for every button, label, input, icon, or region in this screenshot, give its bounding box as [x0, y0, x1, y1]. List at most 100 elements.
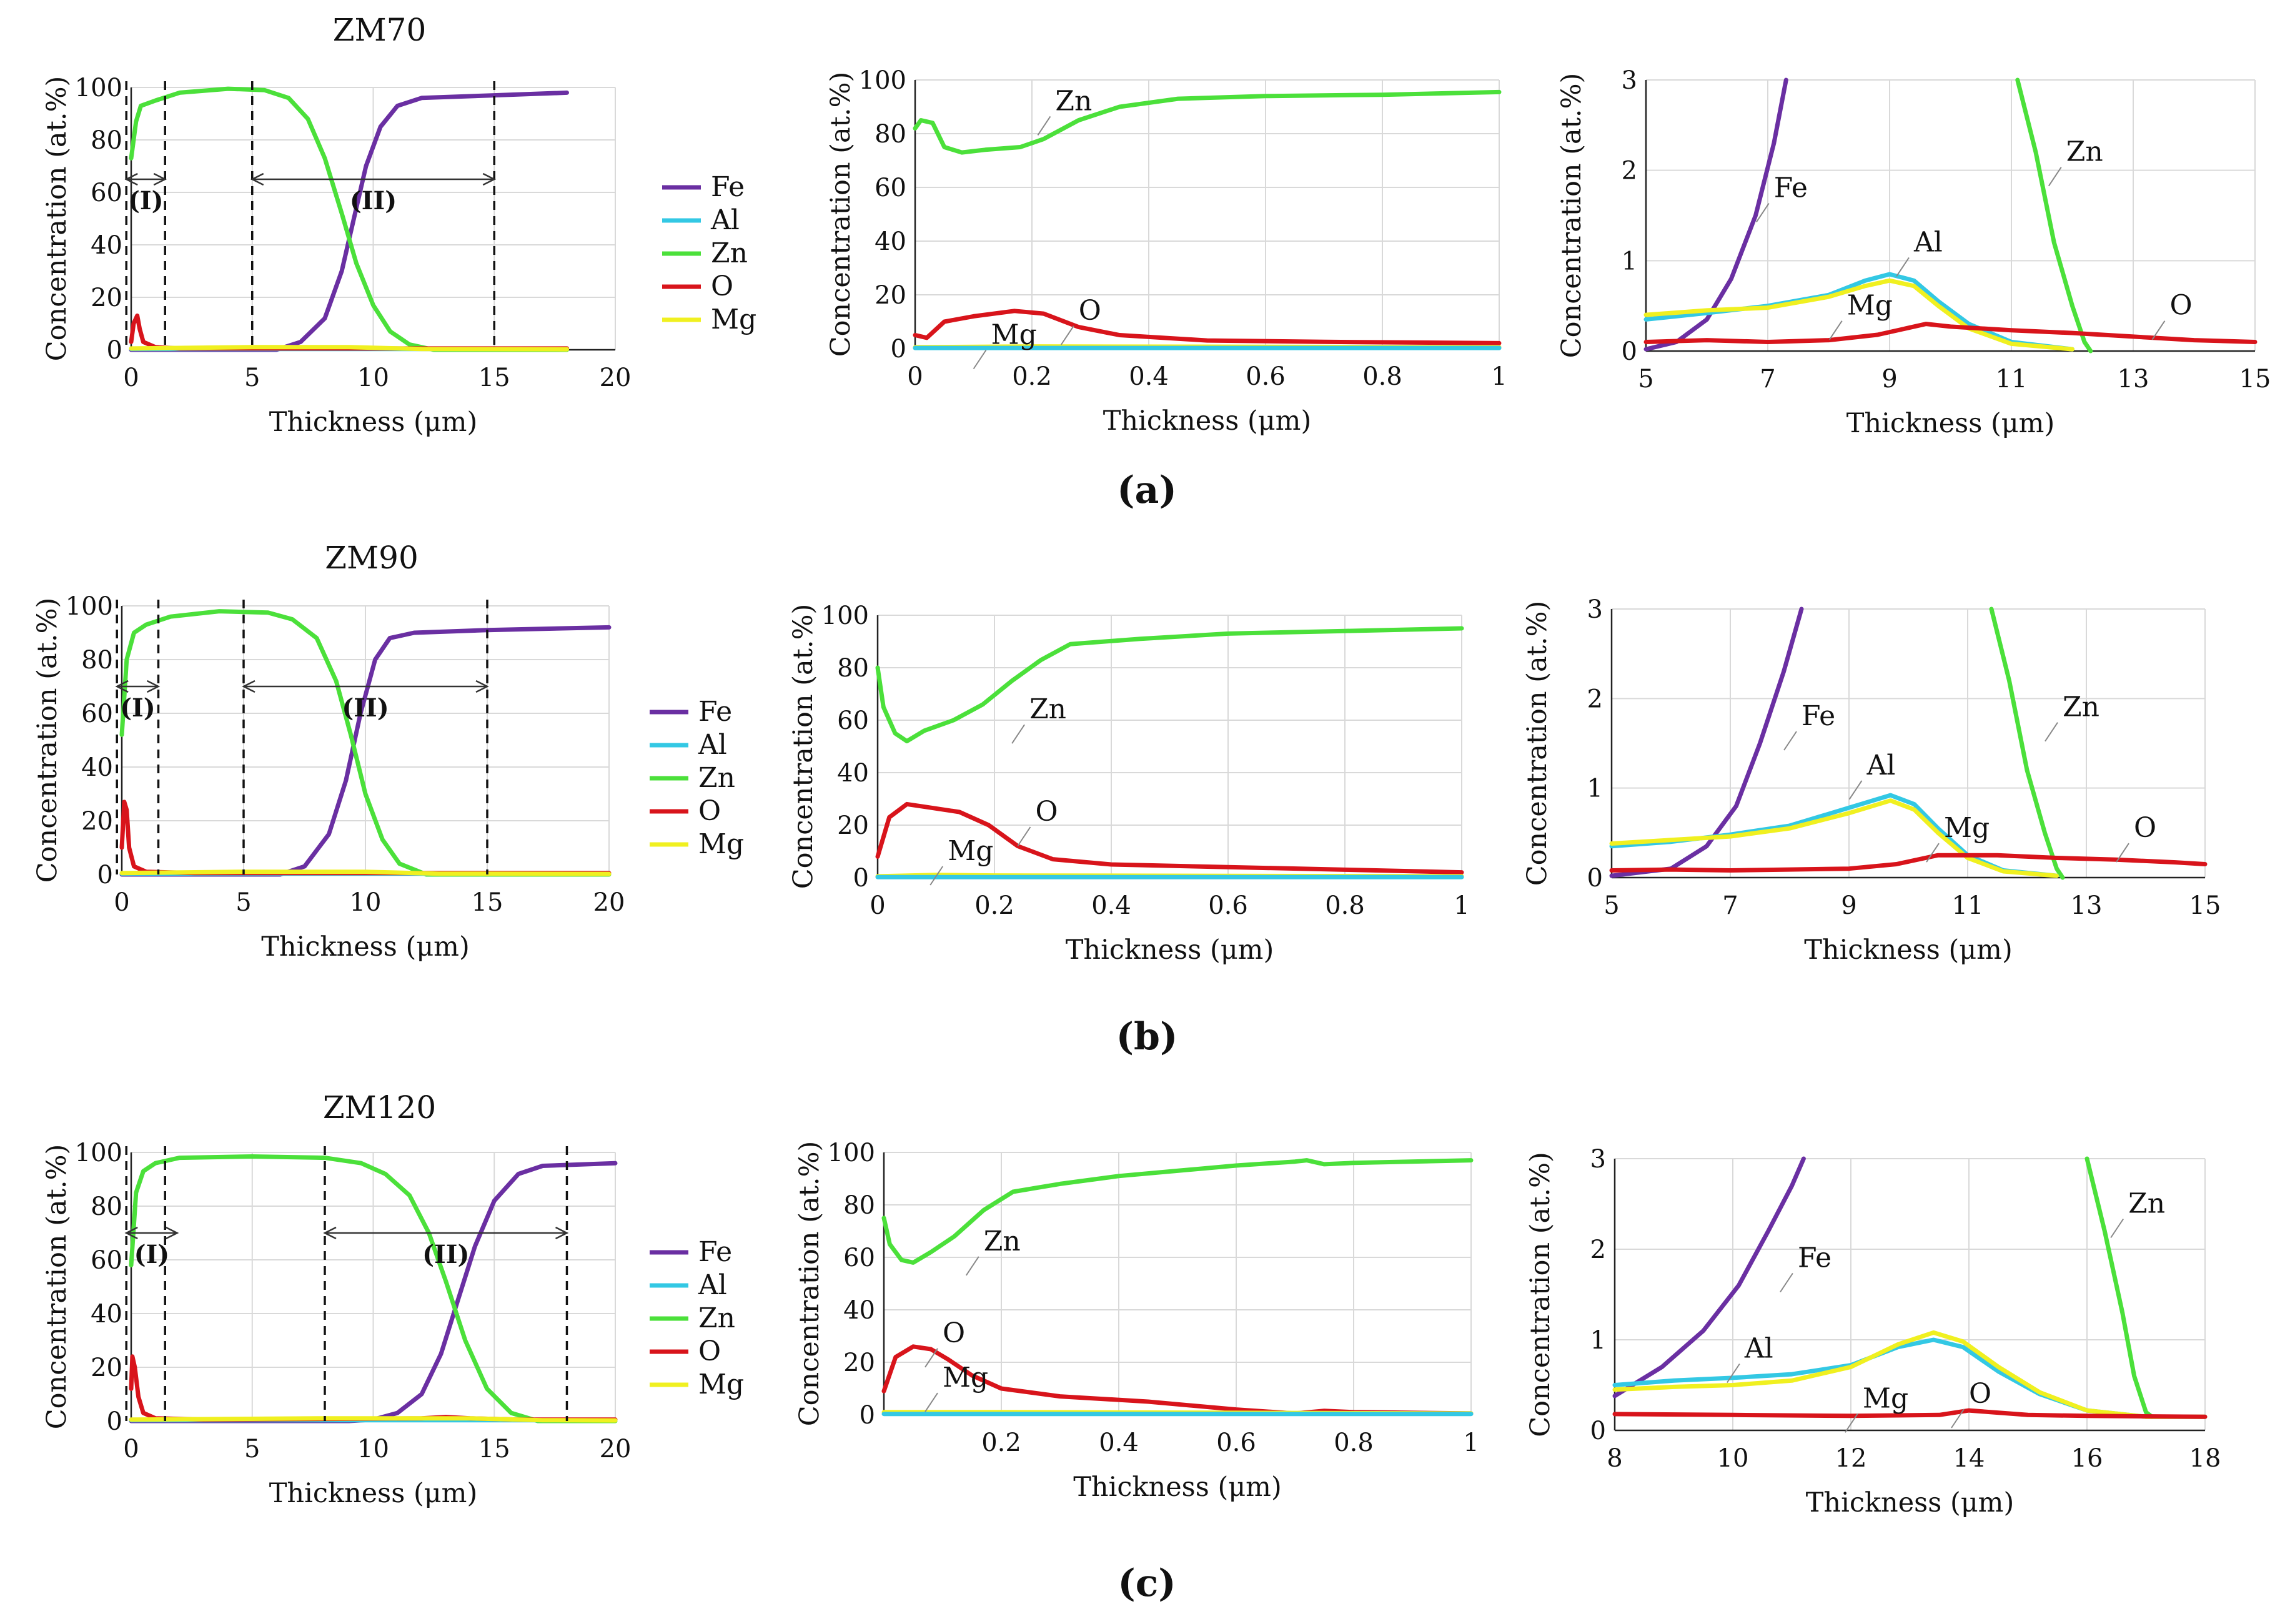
y-tick-label: 2: [1622, 157, 1637, 186]
y-tick-label: 60: [81, 700, 113, 728]
y-axis-label: Concentration (at.%): [1525, 1152, 1556, 1437]
region-arrow-head-right: [166, 1226, 179, 1240]
y-tick-label: 0: [107, 336, 122, 365]
series-line-mg: [119, 869, 612, 876]
annotation-leader: [929, 866, 944, 886]
chart-b1: 0 20 40 60 80 100 0 5 10 15 20 Thickness (μm) Concen…: [32, 540, 744, 963]
y-tick-label: 60: [91, 1246, 122, 1275]
y-axis-label: Concentration (at.%): [41, 76, 72, 361]
series-line-mg: [129, 345, 569, 352]
y-tick-label: 1: [1587, 775, 1603, 803]
y-tick-label: 40: [843, 1296, 875, 1325]
x-tick-label: 0.8: [1325, 891, 1365, 920]
y-tick-label: 100: [75, 74, 122, 102]
x-tick-label: 14: [1953, 1444, 1985, 1473]
x-tick-label: 15: [472, 888, 503, 917]
x-tick-label: 12: [1835, 1444, 1867, 1473]
annotation-leader: [1017, 826, 1031, 846]
chart-a1: 0 20 40 60 80 100 0 5 10 15 20 Thickness (μm) Concen…: [41, 12, 756, 438]
chart-b3: 0 1 2 3 5 7 9 11 13 15 Thickness (μm) Concentration…: [1522, 595, 2221, 966]
series-line-fe: [1612, 1156, 1806, 1399]
series-annotation-o: O: [1035, 796, 1058, 828]
y-tick-label: 3: [1622, 66, 1637, 95]
x-axis-label: Thickness (μm): [1066, 934, 1274, 966]
x-tick-label: 0.2: [974, 891, 1014, 920]
chart-title: ZM120: [323, 1089, 436, 1126]
y-tick-label: 1: [1590, 1326, 1606, 1355]
series-annotation-fe: Fe: [1802, 700, 1835, 732]
y-axis-label: Concentration (at.%): [794, 1141, 825, 1426]
series-line-zn: [881, 1158, 1474, 1265]
series-annotation-al: Al: [1913, 226, 1943, 258]
series-line-zn: [2015, 77, 2093, 354]
annotation-leader: [1926, 843, 1940, 863]
y-tick-label: 0: [107, 1407, 122, 1436]
x-axis-label: Thickness (μm): [1846, 408, 2055, 439]
y-tick-label: 20: [875, 281, 906, 310]
annotation-leader: [2116, 843, 2129, 863]
y-tick-label: 80: [843, 1191, 875, 1220]
x-tick-label: 9: [1841, 891, 1856, 920]
x-tick-label: 16: [2071, 1444, 2103, 1473]
legend-label-fe: Fe: [698, 1236, 732, 1268]
region-label: (I): [134, 1240, 170, 1269]
region-arrow-head-right: [475, 680, 489, 693]
annotation-leader: [1037, 116, 1051, 136]
y-tick-label: 2: [1590, 1235, 1606, 1264]
x-tick-label: 1: [1463, 1428, 1479, 1457]
y-tick-label: 60: [91, 179, 122, 207]
legend-label-al: Al: [698, 1269, 727, 1301]
series-annotation-zn: Zn: [1029, 693, 1066, 725]
x-tick-label: 11: [1996, 365, 2028, 394]
x-tick-label: 7: [1722, 891, 1738, 920]
legend-label-o: O: [698, 795, 721, 827]
x-tick-label: 18: [2189, 1444, 2221, 1473]
x-tick-label: 0.4: [1091, 891, 1131, 920]
x-tick-label: 20: [593, 888, 625, 917]
region-arrow-head-right: [153, 172, 167, 186]
series-line-mg: [1609, 798, 2059, 878]
annotation-leader: [2045, 722, 2058, 742]
x-tick-label: 0.4: [1099, 1428, 1139, 1457]
annotation-leader: [1011, 724, 1025, 744]
region-arrow-head-right: [482, 172, 497, 186]
y-tick-label: 0: [891, 335, 906, 364]
series-line-o: [913, 309, 1502, 345]
y-tick-label: 60: [875, 174, 906, 202]
region-label: (II): [342, 693, 389, 723]
y-tick-label: 80: [91, 126, 122, 155]
x-tick-label: 0: [123, 364, 139, 392]
chart-c2: 0 20 40 60 80 100 0.2 0.4 0.6 0.8 1 Thickness (μm) C…: [794, 1139, 1479, 1503]
region-arrow-head-left: [115, 680, 129, 693]
x-tick-label: 0: [123, 1435, 139, 1463]
caption-c: (c): [1118, 1562, 1176, 1605]
series-group: [1609, 607, 2208, 880]
y-tick-label: 100: [821, 602, 869, 630]
x-tick-label: 11: [1952, 891, 1984, 920]
annotation-leader: [2048, 167, 2062, 187]
x-tick-label: 1: [1491, 362, 1507, 391]
series-line-o: [1643, 322, 2258, 344]
y-axis-label: Concentration (at.%): [825, 72, 856, 357]
y-tick-label: 1: [1622, 247, 1637, 275]
x-tick-label: 13: [2118, 365, 2149, 394]
region-arrow-head-left: [250, 172, 264, 186]
series-annotation-al: Al: [1744, 1333, 1773, 1365]
x-tick-label: 0.6: [1216, 1428, 1256, 1457]
y-tick-label: 20: [843, 1349, 875, 1377]
x-tick-label: 0.8: [1334, 1428, 1374, 1457]
x-tick-label: 10: [1717, 1444, 1749, 1473]
legend-label-al: Al: [710, 204, 740, 236]
x-tick-label: 0: [114, 888, 129, 917]
y-axis-label: Concentration (at.%): [32, 598, 63, 883]
annotation-leader: [924, 1348, 938, 1368]
region-arrow-head-right: [555, 1226, 569, 1240]
series-annotation-zn: Zn: [2128, 1188, 2165, 1220]
x-tick-label: 10: [350, 888, 382, 917]
y-tick-label: 0: [1587, 864, 1603, 893]
y-tick-label: 20: [81, 807, 113, 836]
caption-b: (b): [1116, 1015, 1178, 1059]
series-line-zn: [129, 1154, 618, 1423]
